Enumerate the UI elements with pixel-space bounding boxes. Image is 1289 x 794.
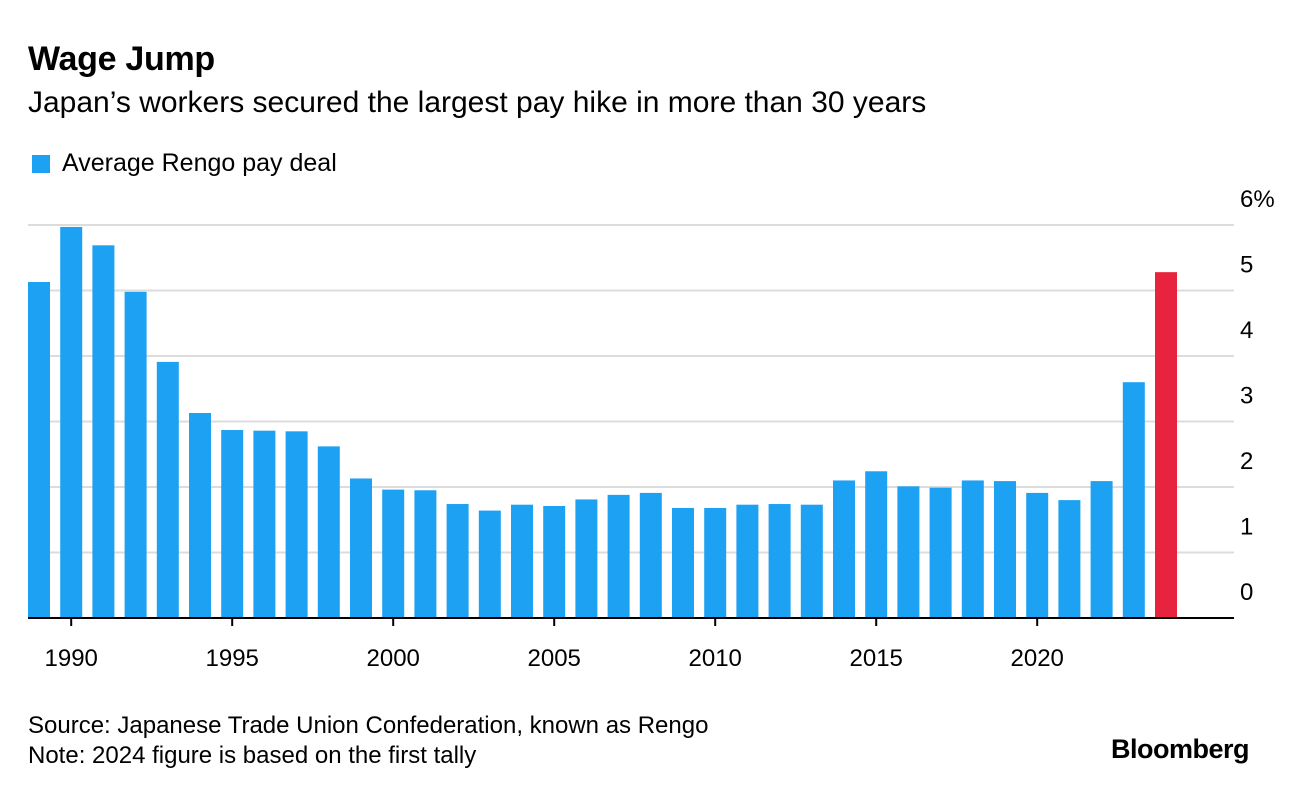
bar-1995 (221, 430, 244, 618)
y-tick-label: 2 (1240, 448, 1253, 475)
bar-2010 (704, 507, 727, 618)
bar-1990 (60, 226, 83, 618)
bar-2006 (575, 499, 598, 618)
bar-2001 (414, 490, 437, 618)
bar-2008 (639, 492, 662, 618)
bloomberg-logo: Bloomberg (1110, 734, 1250, 764)
bar-2023 (1122, 382, 1145, 618)
y-tick-label: 5 (1240, 252, 1253, 279)
bar-2012 (768, 504, 791, 618)
bar-1996 (253, 430, 276, 618)
chart-title: Wage Jump (28, 40, 215, 78)
legend: Average Rengo pay deal (32, 149, 337, 178)
x-tick-label: 2010 (689, 645, 742, 672)
bar-1992 (124, 291, 147, 618)
bar-1994 (189, 412, 211, 618)
bar-2011 (736, 504, 759, 618)
footnote: Note: 2024 figure is based on the first … (28, 742, 477, 769)
bar-1998 (317, 446, 340, 618)
bar-2000 (382, 489, 405, 618)
x-tick-label: 2000 (367, 645, 420, 672)
bar-2017 (929, 487, 952, 618)
x-tick-label: 1990 (45, 645, 98, 672)
bar-2016 (897, 486, 920, 618)
bar-2021 (1058, 500, 1081, 618)
legend-label: Average Rengo pay deal (62, 149, 337, 177)
bar-2015 (865, 471, 888, 618)
bar-2003 (478, 510, 501, 618)
bar-1999 (350, 478, 372, 618)
bar-2002 (446, 504, 469, 618)
bar-1993 (156, 361, 179, 618)
y-tick-label: 6% (1240, 186, 1275, 213)
chart-subtitle: Japan’s workers secured the largest pay … (28, 86, 927, 119)
bar-2022 (1090, 481, 1113, 618)
x-tick-label: 2015 (850, 645, 903, 672)
bar-2004 (511, 504, 533, 618)
y-tick-label: 3 (1240, 383, 1253, 410)
footer: Source: Japanese Trade Union Confederati… (28, 711, 708, 771)
bar-2013 (800, 504, 823, 618)
bar-2020 (1026, 492, 1049, 618)
bar-2019 (994, 481, 1016, 618)
bar-2024 (1155, 272, 1177, 618)
bar-2009 (672, 507, 694, 618)
bar-1989 (28, 281, 50, 618)
y-tick-label: 1 (1240, 514, 1253, 541)
x-tick-label: 2020 (1011, 645, 1064, 672)
x-tick-label: 1995 (206, 645, 259, 672)
legend-swatch (32, 154, 50, 173)
source-note: Source: Japanese Trade Union Confederati… (28, 712, 709, 739)
bar-1991 (92, 245, 115, 618)
x-tick-label: 2005 (528, 645, 581, 672)
bar-1997 (285, 431, 308, 618)
bar-2005 (543, 505, 566, 618)
bar-2018 (961, 480, 984, 618)
bar-2014 (833, 480, 855, 618)
y-tick-label: 0 (1240, 579, 1253, 606)
y-tick-label: 4 (1240, 317, 1253, 344)
bar-2007 (607, 494, 630, 618)
